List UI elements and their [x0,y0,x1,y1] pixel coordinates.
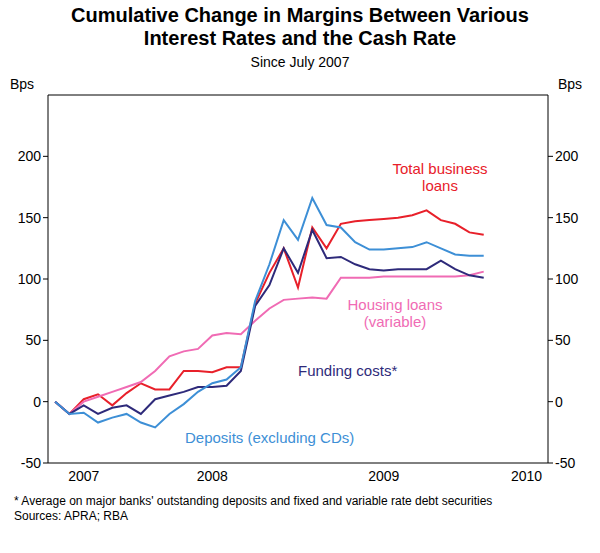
svg-text:150: 150 [555,210,579,226]
html-text:* Average on major banks' outs: * Average on major banks' outstanding de… [14,494,493,508]
svg-text:50: 50 [555,332,571,348]
svg-text:150: 150 [18,210,42,226]
html-text:Sources: APRA; RBA: Sources: APRA; RBA [14,509,128,523]
html-text:Funding costs*: Funding costs* [298,362,398,379]
svg-text:2007: 2007 [68,468,99,484]
html-text:Since July 2007: Since July 2007 [250,54,350,70]
html-text:Bps: Bps [10,76,35,92]
svg-text:0: 0 [33,394,41,410]
svg-text:2010: 2010 [511,468,542,484]
svg-text:-50: -50 [555,455,575,471]
html-text:Cumulative Change in Margins B: Cumulative Change in Margins Between Var… [71,4,529,49]
html-text:Bps: Bps [558,76,583,92]
svg-text:200: 200 [555,148,579,164]
html-text:Deposits (excluding CDs): Deposits (excluding CDs) [185,429,355,446]
html-text:Total business loans: Total business loans [392,160,488,194]
svg-text:100: 100 [18,271,42,287]
svg-text:100: 100 [555,271,579,287]
svg-text:0: 0 [555,394,563,410]
svg-text:-50: -50 [21,455,41,471]
svg-text:200: 200 [18,148,42,164]
svg-text:50: 50 [25,332,41,348]
html-text:Housing loans (variable): Housing loans (variable) [347,296,443,330]
svg-text:2009: 2009 [368,468,399,484]
svg-text:2008: 2008 [197,468,228,484]
